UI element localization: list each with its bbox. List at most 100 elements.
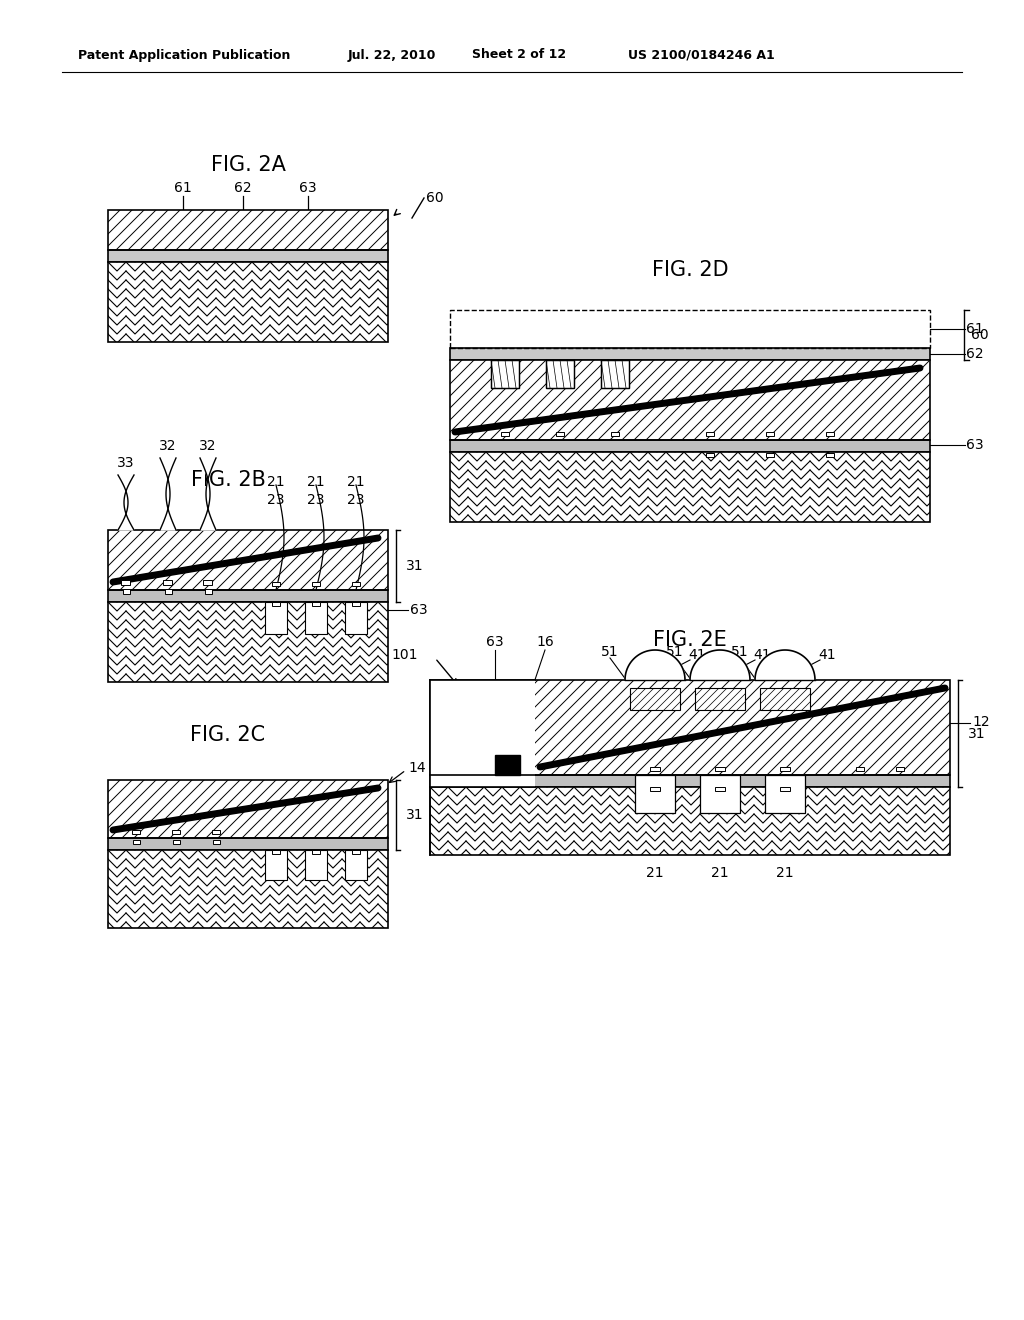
Bar — [630, 688, 680, 710]
Bar — [450, 310, 930, 348]
Bar — [715, 767, 725, 771]
Text: FIG. 2A: FIG. 2A — [211, 154, 286, 176]
Text: 101: 101 — [391, 648, 418, 663]
Bar — [450, 451, 930, 521]
Bar — [213, 840, 220, 843]
Bar — [826, 432, 834, 436]
Bar — [430, 680, 950, 775]
Text: 60: 60 — [426, 191, 443, 205]
Bar — [203, 579, 212, 585]
Bar — [826, 453, 834, 457]
Text: 51: 51 — [601, 645, 618, 659]
Bar — [765, 775, 805, 813]
Text: Jul. 22, 2010: Jul. 22, 2010 — [348, 49, 436, 62]
Text: 31: 31 — [406, 558, 424, 573]
Bar — [108, 838, 388, 850]
Polygon shape — [200, 458, 216, 531]
Bar — [165, 589, 172, 594]
Text: US 2100/0184246 A1: US 2100/0184246 A1 — [628, 49, 775, 62]
Bar — [715, 787, 725, 791]
Text: 51: 51 — [667, 645, 684, 659]
Bar — [212, 830, 220, 834]
Bar — [450, 360, 930, 440]
Bar — [760, 688, 810, 710]
Bar — [430, 787, 950, 855]
Text: 23: 23 — [267, 492, 285, 507]
Bar — [630, 688, 680, 710]
Text: 41: 41 — [754, 648, 771, 663]
Bar — [108, 780, 388, 838]
Bar — [272, 850, 280, 854]
Bar — [108, 602, 388, 682]
Bar — [450, 360, 930, 440]
Bar — [121, 579, 130, 585]
Polygon shape — [160, 458, 176, 531]
Bar — [695, 688, 745, 710]
Bar — [352, 602, 360, 606]
Bar — [706, 432, 714, 436]
Bar — [305, 850, 327, 880]
Bar — [108, 210, 388, 249]
Bar — [856, 767, 864, 771]
Polygon shape — [690, 649, 750, 680]
Bar — [345, 850, 367, 880]
Text: 23: 23 — [347, 492, 365, 507]
Bar — [780, 767, 790, 771]
Polygon shape — [755, 649, 815, 680]
Text: 63: 63 — [299, 181, 316, 195]
Text: 21: 21 — [267, 475, 285, 488]
Polygon shape — [118, 475, 134, 531]
Bar — [312, 602, 319, 606]
Text: 31: 31 — [406, 808, 424, 822]
Text: FIG. 2C: FIG. 2C — [190, 725, 265, 744]
Text: 63: 63 — [966, 438, 984, 451]
Bar — [896, 767, 904, 771]
Bar — [430, 680, 535, 775]
Text: Patent Application Publication: Patent Application Publication — [78, 49, 291, 62]
Bar — [132, 830, 140, 834]
Bar — [205, 589, 212, 594]
Bar — [108, 850, 388, 928]
Bar — [766, 432, 774, 436]
Bar — [430, 775, 535, 787]
Text: FIG. 2B: FIG. 2B — [190, 470, 265, 490]
Bar — [700, 775, 740, 813]
Text: 61: 61 — [174, 181, 191, 195]
Text: 32: 32 — [160, 440, 177, 453]
Bar — [265, 602, 287, 634]
Text: 21: 21 — [646, 866, 664, 880]
Text: 41: 41 — [818, 648, 836, 663]
Bar — [546, 360, 574, 388]
Bar — [352, 582, 360, 586]
Bar — [173, 840, 180, 843]
Bar — [108, 261, 388, 342]
Bar — [780, 787, 790, 791]
Text: 31: 31 — [968, 726, 986, 741]
Bar — [108, 590, 388, 602]
Bar — [650, 787, 660, 791]
Bar — [108, 261, 388, 342]
Bar — [706, 453, 714, 457]
Bar — [611, 432, 618, 436]
Bar — [650, 767, 660, 771]
Text: 12: 12 — [972, 715, 989, 730]
Bar — [601, 360, 629, 388]
Bar — [312, 850, 319, 854]
Polygon shape — [495, 755, 520, 775]
Text: Sheet 2 of 12: Sheet 2 of 12 — [472, 49, 566, 62]
Text: 41: 41 — [688, 648, 706, 663]
Text: 63: 63 — [486, 635, 504, 649]
Bar — [695, 688, 745, 710]
Text: 60: 60 — [971, 327, 988, 342]
Bar — [163, 579, 172, 585]
Text: 16: 16 — [537, 635, 554, 649]
Bar — [490, 360, 519, 388]
Bar — [601, 360, 629, 388]
Bar — [760, 688, 810, 710]
Bar — [133, 840, 140, 843]
Polygon shape — [625, 649, 685, 680]
Bar — [430, 680, 950, 775]
Text: FIG. 2E: FIG. 2E — [653, 630, 727, 649]
Text: 21: 21 — [712, 866, 729, 880]
Bar — [123, 589, 130, 594]
